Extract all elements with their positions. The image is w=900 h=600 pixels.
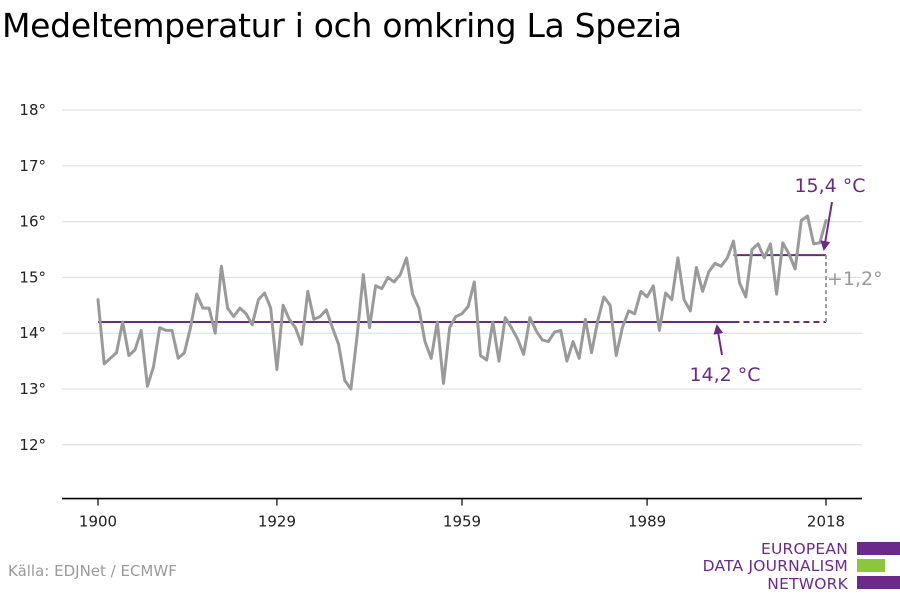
reference-lines [98,254,826,324]
logo-bar-top [857,542,900,555]
y-tick-label: 14° [19,324,46,342]
logo-line-2: DATA JOURNALISM [702,557,848,575]
difference-label: +1,2° [827,268,883,290]
recent-label: 15,4 °C [794,175,865,197]
logo-line-3: NETWORK [767,575,848,593]
x-tick-label: 1989 [628,513,666,531]
x-axis-tick-labels: 1900 1929 1959 1989 2018 [79,513,845,531]
x-axis [62,497,862,506]
edjnet-logo: EUROPEAN DATA JOURNALISM NETWORK [680,538,900,600]
logo-bar-middle [857,559,885,572]
temperature-series [96,214,828,391]
logo-bar-bottom [857,576,900,589]
y-tick-label: 12° [19,436,46,454]
x-tick-label: 2018 [807,513,845,531]
source-credit: Källa: EDJNet / ECMWF [8,562,177,580]
y-tick-label: 16° [19,213,46,231]
recent-arrow [820,201,833,252]
gridlines [62,109,862,446]
x-tick-label: 1959 [443,513,481,531]
logo-line-1: EUROPEAN [760,540,848,558]
baseline-arrow [713,324,724,356]
x-tick-label: 1929 [258,513,296,531]
chart-title: Medeltemperatur i och omkring La Spezia [2,6,682,45]
y-tick-label: 13° [19,380,46,398]
y-tick-label: 17° [19,157,46,175]
y-axis-tick-labels: 12° 13° 14° 15° 16° 17° 18° [19,101,46,454]
temperature-line [96,214,828,391]
annotations: 14,2 °C 15,4 °C +1,2° [689,175,882,386]
x-tick-label: 1900 [79,513,117,531]
y-tick-label: 18° [19,101,46,119]
baseline-label: 14,2 °C [689,364,760,386]
y-tick-label: 15° [19,268,46,286]
